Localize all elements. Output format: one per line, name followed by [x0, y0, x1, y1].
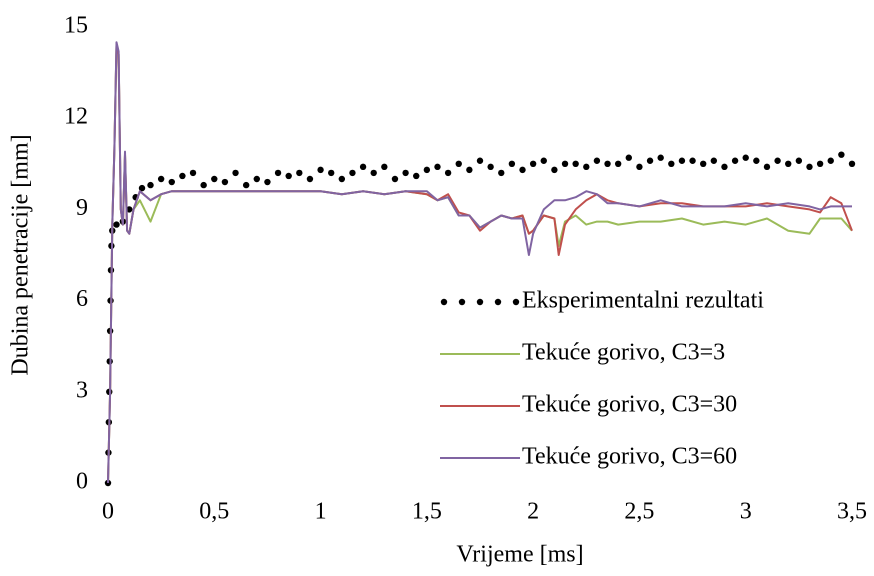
data-point — [700, 160, 707, 167]
data-point — [179, 172, 186, 180]
data-point — [264, 178, 271, 186]
data-point — [816, 160, 824, 167]
data-point — [668, 160, 675, 167]
data-point — [200, 181, 207, 189]
data-point — [572, 160, 579, 167]
data-point — [147, 181, 154, 189]
data-point — [349, 169, 356, 177]
data-point — [138, 184, 146, 192]
y-tick-label: 6 — [76, 286, 88, 312]
data-point — [519, 166, 526, 174]
data-point — [211, 175, 218, 183]
y-axis-title: Dubina penetracije [mm] — [8, 134, 34, 375]
series-line — [107, 44, 853, 484]
data-point — [232, 169, 239, 177]
legend-symbol — [440, 298, 448, 306]
legend-symbol — [494, 298, 502, 306]
x-tick-label: 2,5 — [624, 499, 654, 525]
data-point — [466, 166, 473, 174]
data-point — [455, 160, 462, 167]
data-point — [157, 175, 165, 183]
x-tick-label: 0,5 — [199, 499, 229, 525]
data-point — [785, 160, 792, 167]
y-tick-label: 12 — [64, 104, 88, 130]
data-point — [381, 163, 388, 171]
data-point — [413, 172, 420, 180]
x-tick-label: 3,5 — [837, 499, 867, 525]
data-point — [583, 163, 590, 171]
data-point — [710, 157, 718, 164]
data-point — [689, 157, 696, 164]
data-point — [391, 175, 399, 183]
data-point — [636, 163, 643, 171]
data-point — [306, 175, 314, 183]
data-point — [274, 169, 282, 177]
series-line — [107, 41, 852, 484]
data-point — [221, 178, 229, 186]
data-point — [806, 163, 813, 171]
data-point — [604, 160, 611, 167]
data-point — [285, 172, 292, 180]
data-point — [113, 221, 120, 228]
data-point — [444, 169, 452, 177]
x-tick-label: 1,5 — [412, 499, 442, 525]
data-point — [434, 163, 441, 171]
data-point — [742, 154, 749, 161]
data-point — [487, 163, 494, 171]
data-point — [498, 169, 505, 177]
data-point — [540, 157, 547, 164]
legend-label: Tekuće gorivo, C3=30 — [522, 392, 737, 418]
data-point — [753, 157, 760, 164]
y-tick-label: 9 — [76, 195, 88, 221]
legend-label: Tekuće gorivo, C3=60 — [522, 444, 737, 470]
data-point — [476, 157, 484, 164]
data-point — [317, 166, 324, 174]
data-point — [763, 163, 771, 171]
x-tick-label: 0 — [102, 499, 114, 525]
data-point — [328, 169, 335, 177]
legend-symbol — [512, 298, 520, 306]
series-line — [107, 44, 853, 484]
data-point — [126, 206, 133, 213]
data-point — [848, 160, 856, 167]
data-point — [551, 166, 558, 174]
data-point — [370, 169, 377, 177]
data-point — [774, 157, 781, 164]
legend-symbol — [458, 298, 466, 306]
legend-label: Eksperimentalni rezultati — [522, 288, 764, 314]
data-point — [423, 166, 431, 174]
data-point — [827, 157, 834, 164]
x-axis-title: Vrijeme [ms] — [456, 542, 583, 568]
data-point — [359, 163, 367, 171]
x-tick-label: 2 — [527, 499, 539, 525]
data-point — [614, 160, 622, 167]
x-tick-label: 3 — [740, 499, 752, 525]
data-point — [561, 160, 569, 167]
data-point — [402, 169, 409, 177]
data-point — [731, 157, 739, 164]
data-point — [625, 154, 632, 161]
data-point — [529, 160, 537, 167]
y-tick-label: 15 — [64, 13, 88, 39]
data-point — [253, 175, 260, 183]
data-point — [657, 154, 664, 161]
data-point — [296, 169, 303, 177]
data-point — [721, 163, 728, 171]
data-point — [508, 160, 516, 167]
y-tick-label: 0 — [76, 469, 88, 495]
y-tick-label: 3 — [76, 377, 88, 403]
data-point — [646, 157, 654, 164]
data-point — [338, 175, 346, 183]
data-point — [678, 157, 686, 164]
data-point — [838, 151, 845, 158]
data-point — [795, 157, 803, 164]
data-point — [168, 178, 175, 186]
data-point — [242, 181, 250, 189]
data-point — [593, 157, 601, 164]
legend-label: Tekuće gorivo, C3=3 — [522, 340, 725, 366]
x-tick-label: 1 — [315, 499, 327, 525]
legend-symbol — [476, 298, 484, 306]
data-point — [189, 169, 197, 177]
